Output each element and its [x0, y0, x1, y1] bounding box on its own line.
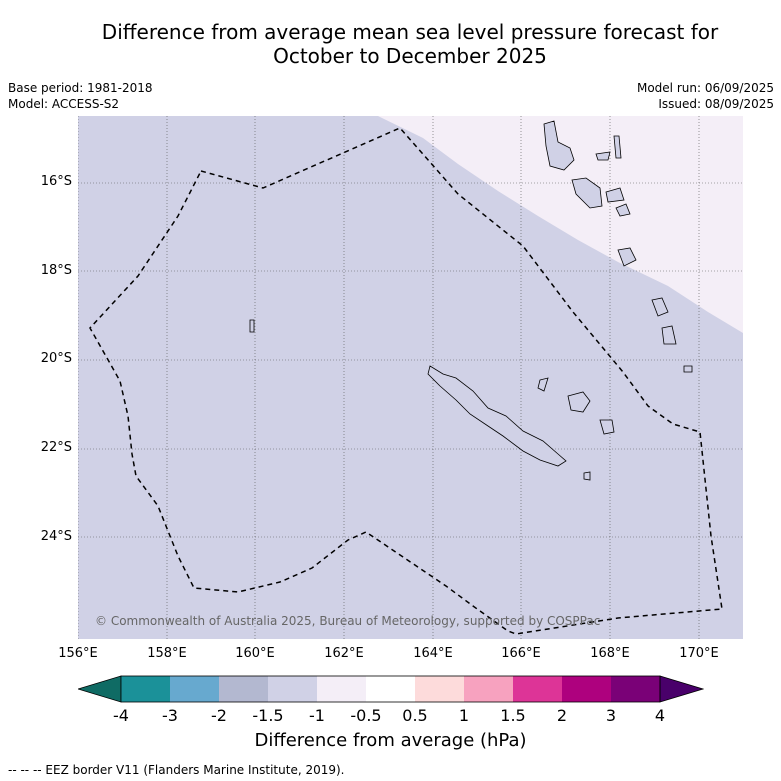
colorbar-high-extend: [659, 675, 704, 703]
vanuatu-efate-south: [617, 247, 637, 267]
loyalty-lifou: [567, 391, 591, 413]
colorbar-tick-11: 3: [605, 706, 617, 725]
base-period: Base period: 1981-2018: [8, 81, 153, 95]
colorbar-tick-5: -1: [309, 706, 325, 725]
lat-label-24s: 24°S: [40, 529, 72, 544]
model-run: Model run: 06/09/2025: [636, 81, 774, 95]
map-svg: [78, 116, 743, 639]
colorbar-tick-3: -2: [211, 706, 227, 725]
title-line-1: Difference from average mean sea level p…: [101, 20, 719, 44]
lat-label-18s: 18°S: [40, 263, 72, 278]
colorbar-bin-2: [170, 676, 219, 702]
vanuatu-pentecost: [605, 187, 625, 203]
colorbar-bin-4: [268, 676, 317, 702]
vanuatu-efate: [615, 203, 631, 217]
meta-left: Base period: 1981-2018 Model: ACCESS-S2: [8, 80, 153, 112]
map-panel[interactable]: [78, 116, 743, 639]
lon-label-166e: 166°E: [501, 646, 541, 661]
colorbar-low-extend: [78, 675, 122, 703]
issued-date: Issued: 08/09/2025: [658, 97, 774, 111]
lon-label-156e: 156°E: [58, 646, 98, 661]
colorbar-tick-9: 1.5: [500, 706, 526, 725]
lon-label-158e: 158°E: [147, 646, 187, 661]
colorbar-tick-6: -0.5: [350, 706, 382, 725]
vanuatu-malekula: [571, 177, 603, 209]
colorbar-bin-3: [219, 676, 268, 702]
gridlines: [78, 116, 743, 639]
colorbar-tick-12: 4: [654, 706, 666, 725]
colorbar-tick-10: 2: [556, 706, 568, 725]
loyalty-ouvea: [537, 377, 549, 392]
eez-footnote: -- -- -- EEZ border V11 (Flanders Marine…: [8, 763, 345, 777]
chart-title: Difference from average mean sea level p…: [40, 20, 780, 68]
colorbar-bin-5: [317, 676, 366, 702]
vanuatu-santo: [543, 120, 575, 171]
colorbar-bin-7: [415, 676, 464, 702]
lon-label-170e: 170°E: [679, 646, 719, 661]
lat-label-20s: 20°S: [40, 351, 72, 366]
colorbar-tick-1: -4: [113, 706, 129, 725]
landmasses: [249, 120, 693, 481]
vanuatu-aneityum: [683, 365, 693, 373]
new-caledonia: [427, 365, 567, 467]
lon-label-168e: 168°E: [590, 646, 630, 661]
colorbar-bin-1: [121, 676, 170, 702]
meta-right: Model run: 06/09/2025 Issued: 08/09/2025: [637, 80, 774, 112]
model-name: Model: ACCESS-S2: [8, 97, 120, 111]
colorbar-tick-8: 1: [458, 706, 470, 725]
title-line-2: October to December 2025: [273, 44, 547, 68]
colorbar-bin-11: [611, 676, 660, 702]
colorbar-tick-4: -1.5: [252, 706, 284, 725]
lat-label-22s: 22°S: [40, 440, 72, 455]
lon-label-164e: 164°E: [413, 646, 453, 661]
colorbar-bin-10: [562, 676, 611, 702]
lon-label-160e: 160°E: [235, 646, 275, 661]
vanuatu-maewo: [613, 135, 622, 159]
vanuatu-ambae: [595, 151, 611, 161]
colorbar-bin-9: [513, 676, 562, 702]
colorbar: [78, 675, 704, 703]
isle-of-pines: [583, 471, 591, 481]
colorbar-tick-2: -3: [162, 706, 178, 725]
colorbar-bin-6: [366, 676, 415, 702]
colorbar-frame: [120, 675, 661, 703]
vanuatu-erromango: [651, 297, 669, 317]
colorbar-tick-7: 0.5: [402, 706, 428, 725]
field-upper-band: [378, 116, 743, 333]
colorbar-bin-8: [464, 676, 513, 702]
copyright-notice: © Commonwealth of Australia 2025, Bureau…: [95, 614, 601, 628]
lat-label-16s: 16°S: [40, 174, 72, 189]
walpole: [249, 319, 255, 333]
vanuatu-tanna: [661, 325, 677, 345]
loyalty-mare: [599, 419, 615, 435]
colorbar-label: Difference from average (hPa): [254, 730, 527, 751]
lon-label-162e: 162°E: [324, 646, 364, 661]
